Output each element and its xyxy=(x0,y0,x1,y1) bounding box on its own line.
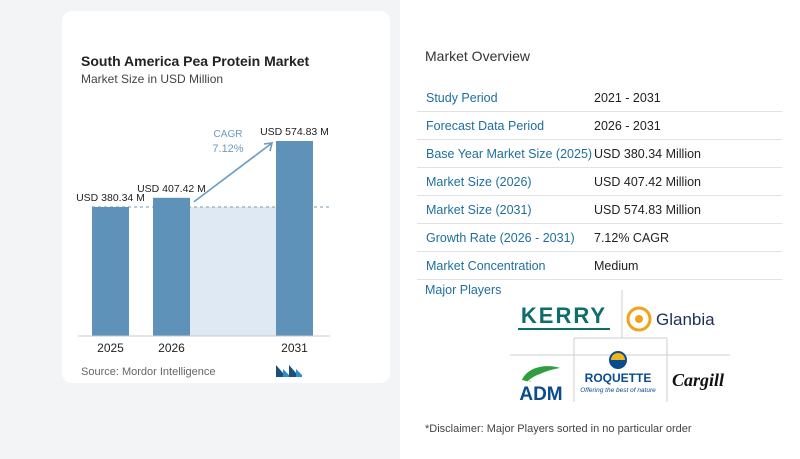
mordor-logo-icon xyxy=(276,365,302,377)
bar-2026 xyxy=(153,197,190,336)
overview-row-value: USD 380.34 Million xyxy=(594,139,782,168)
cagr-arrowhead xyxy=(263,142,274,152)
overview-row: Growth Rate (2026 - 2031) 7.12% CAGR xyxy=(417,223,782,252)
chart-title: South America Pea Protein Market xyxy=(81,53,310,69)
cagr-label: CAGR xyxy=(214,129,243,140)
overview-row-value: 7.12% CAGR xyxy=(594,223,782,252)
bar-chart: USD 380.34 M 2025 USD 407.42 M 2026 USD 574.… xyxy=(76,126,331,355)
svg-text:KERRY: KERRY xyxy=(521,303,607,328)
kerry-logo: KERRY xyxy=(518,303,610,330)
adm-logo: ADM xyxy=(519,366,563,404)
x-tick-label: 2031 xyxy=(281,341,308,355)
svg-text:Glanbia: Glanbia xyxy=(656,310,715,329)
bar-value-label: USD 574.83 M xyxy=(260,126,329,138)
overview-row-key: Growth Rate (2026 - 2031) xyxy=(417,223,594,252)
overview-row-value: USD 407.42 Million xyxy=(594,167,782,196)
overview-row-key: Market Size (2031) xyxy=(417,195,594,224)
x-tick-label: 2025 xyxy=(97,341,124,355)
cagr-arrow xyxy=(193,142,273,203)
svg-text:Offering the best of nature: Offering the best of nature xyxy=(580,387,656,394)
overview-row: Study Period 2021 - 2031 xyxy=(417,84,782,112)
major-players-title: Major Players xyxy=(425,283,502,297)
overview-row-key: Forecast Data Period xyxy=(417,111,594,140)
overview-row: Market Size (2031) USD 574.83 Million xyxy=(417,195,782,224)
overview-table: Study Period 2021 - 2031 Forecast Data Per… xyxy=(417,84,782,280)
overview-row-value: 2021 - 2031 xyxy=(594,84,782,112)
svg-text:ADM: ADM xyxy=(519,384,562,404)
overview-row: Market Size (2026) USD 407.42 Million xyxy=(417,167,782,196)
x-tick-label: 2026 xyxy=(158,341,185,355)
overview-row-key: Study Period xyxy=(417,84,594,112)
cagr-shade xyxy=(190,206,276,336)
svg-text:ROQUETTE: ROQUETTE xyxy=(585,371,652,385)
overview-row-key: Market Size (2026) xyxy=(417,167,594,196)
overview-title: Market Overview xyxy=(425,48,531,64)
bar-2031 xyxy=(276,141,313,336)
overview-row-value: 2026 - 2031 xyxy=(594,111,782,140)
cargill-logo: Cargill xyxy=(672,370,724,390)
overview-row: Forecast Data Period 2026 - 2031 xyxy=(417,111,782,140)
bar-value-label: USD 407.42 M xyxy=(137,183,206,195)
bar-value-label: USD 380.34 M xyxy=(76,192,145,204)
overview-row-key: Market Concentration xyxy=(417,251,594,280)
source-text: Source: Mordor Intelligence xyxy=(81,366,216,378)
roquette-logo: ROQUETTE Offering the best of nature xyxy=(580,351,656,394)
overview-row-key: Base Year Market Size (2025) xyxy=(417,139,594,168)
overview-row-value: Medium xyxy=(594,251,782,280)
svg-text:Cargill: Cargill xyxy=(672,370,724,390)
overview-row: Market Concentration Medium xyxy=(417,251,782,280)
overview-row-value: USD 574.83 Million xyxy=(594,195,782,224)
cagr-value: 7.12% xyxy=(212,143,243,155)
overview-row: Base Year Market Size (2025) USD 380.34 M… xyxy=(417,139,782,168)
bars-group: USD 380.34 M 2025 USD 407.42 M 2026 USD 574.… xyxy=(76,126,329,355)
glanbia-logo: Glanbia xyxy=(626,306,715,332)
chart-subtitle: Market Size in USD Million xyxy=(81,72,224,86)
bar-2025 xyxy=(92,206,129,336)
disclaimer-text: *Disclaimer: Major Players sorted in no … xyxy=(425,423,692,435)
